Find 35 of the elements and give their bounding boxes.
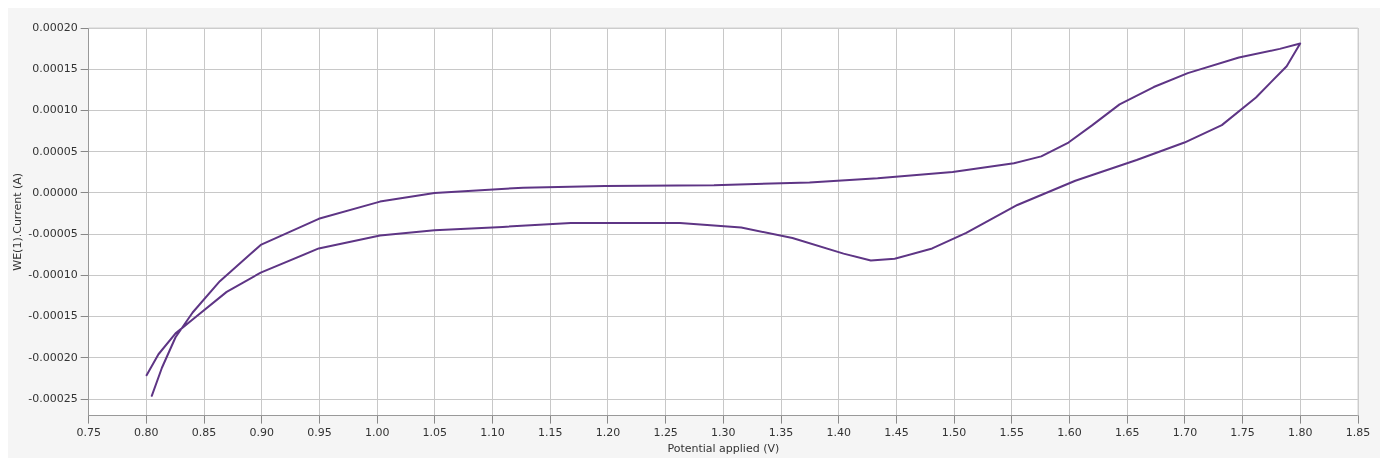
x-tick-label: 1.40 [826, 426, 851, 440]
x-tick-label: 1.45 [884, 426, 909, 440]
x-tick-label: 1.00 [364, 426, 390, 440]
x-tick-label: 1.20 [595, 426, 621, 440]
y-tick-label: 0.00000 [32, 185, 78, 199]
x-tick-label: 1.85 [1345, 426, 1371, 440]
y-tick-label: -0.00010 [28, 268, 78, 282]
x-tick-label: 1.55 [999, 426, 1025, 440]
x-tick-label: 0.95 [307, 426, 332, 440]
x-tick-label: 1.75 [1230, 426, 1255, 440]
x-tick-label: 1.70 [1172, 426, 1198, 440]
x-tick-label: 1.80 [1288, 426, 1313, 440]
x-axis-title: Potential applied (V) [667, 442, 780, 456]
x-tick-label: 1.50 [941, 426, 967, 440]
y-tick-label: 0.00010 [32, 103, 78, 117]
x-tick-label: 1.25 [653, 426, 678, 440]
x-tick-label: 0.75 [76, 426, 101, 440]
y-tick-label: 0.00015 [32, 62, 78, 76]
x-tick-label: 1.05 [422, 426, 448, 440]
x-tick-label: 1.35 [768, 426, 794, 440]
y-tick-label: 0.00005 [32, 144, 78, 158]
y-tick-label: -0.00025 [28, 391, 78, 405]
y-tick-label: -0.00015 [28, 309, 78, 323]
x-tick-label: 1.15 [537, 426, 563, 440]
x-tick-label: 0.90 [249, 426, 274, 440]
y-tick-label: 0.00020 [32, 20, 78, 34]
x-tick-label: 0.85 [191, 426, 217, 440]
y-tick-label: -0.00020 [28, 350, 78, 364]
x-tick-label: 1.10 [480, 426, 505, 440]
y-tick-label: -0.00005 [28, 227, 78, 241]
x-tick-label: 0.80 [134, 426, 159, 440]
y-axis-title: WE(1).Current (A) [11, 172, 25, 271]
x-tick-label: 1.65 [1114, 426, 1140, 440]
x-tick-label: 1.30 [711, 426, 736, 440]
x-tick-label: 1.60 [1057, 426, 1082, 440]
